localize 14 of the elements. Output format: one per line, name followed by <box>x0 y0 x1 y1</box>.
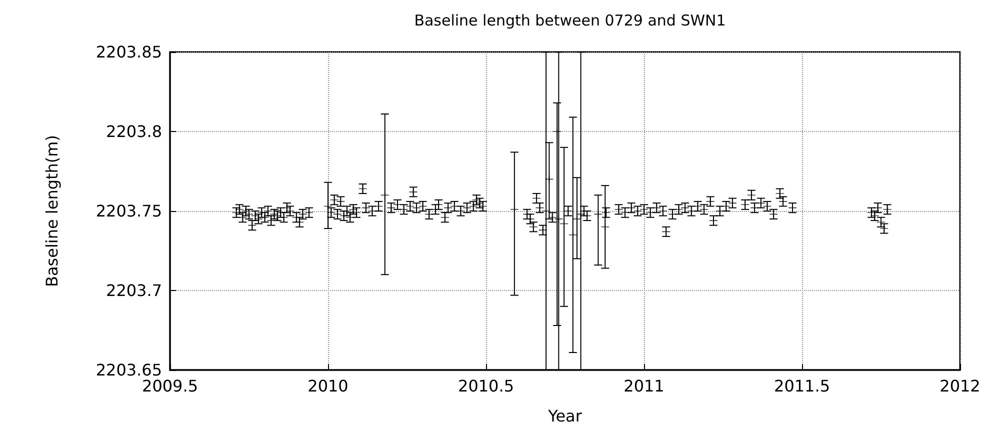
x-tick-label: 2009.5 <box>142 376 198 396</box>
x-axis-title: Year <box>547 406 582 426</box>
y-tick-label: 2203.65 <box>96 360 162 380</box>
x-tick-label: 2010 <box>308 376 348 396</box>
chart-title: Baseline length between 0729 and SWN1 <box>414 12 726 30</box>
y-tick-label: 2203.7 <box>106 281 162 300</box>
y-tick-label: 2203.75 <box>96 202 162 220</box>
x-tick-label: 2012 <box>940 376 980 396</box>
x-tick-label: 2011.5 <box>774 376 830 396</box>
x-tick-label: 2011 <box>624 376 664 396</box>
y-axis-title: Baseline length(m) <box>42 135 62 287</box>
y-tick-label: 2203.85 <box>96 42 162 62</box>
x-tick-label: 2010.5 <box>458 376 514 396</box>
y-tick-label: 2203.8 <box>106 122 162 141</box>
